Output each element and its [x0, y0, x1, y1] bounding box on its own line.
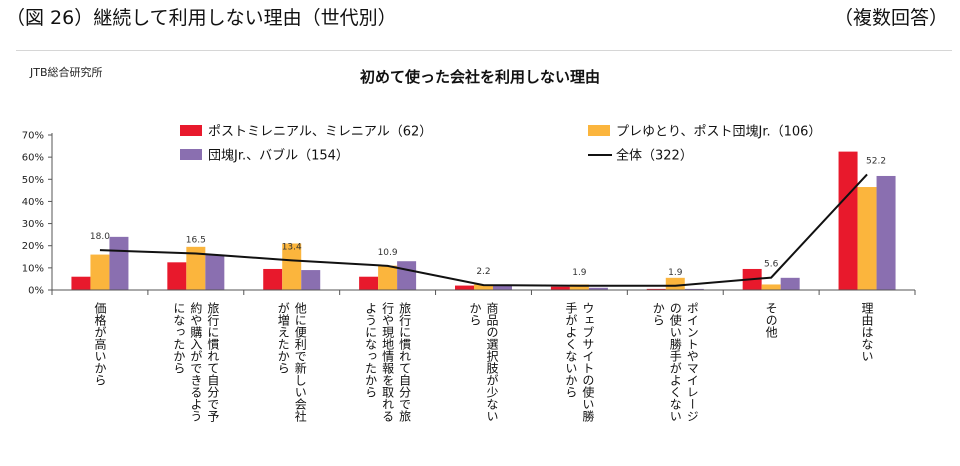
- legend-swatch: [180, 125, 202, 136]
- bar: [90, 254, 110, 290]
- category-label: ようになったから: [364, 302, 378, 398]
- category-label: の使い勝手がよくない: [668, 302, 682, 422]
- bar: [397, 261, 417, 290]
- bar: [455, 285, 474, 290]
- bar: [167, 262, 187, 290]
- figure-title: （図 26）継続して利用しない理由（世代別）: [6, 7, 397, 29]
- bar: [109, 236, 129, 290]
- bar: [282, 243, 302, 290]
- category-label: ポイントやマイレージ: [685, 302, 699, 422]
- legend-label: 全体（322）: [616, 148, 693, 164]
- bar: [186, 246, 206, 290]
- data-label: 13.4: [282, 242, 302, 252]
- bar: [838, 151, 858, 290]
- data-label: 52.2: [866, 156, 886, 166]
- bar: [876, 175, 896, 290]
- legend-label: 団塊Jr.、バブル（154）: [208, 148, 349, 164]
- y-tick-label: 60%: [22, 153, 44, 164]
- data-label: 2.2: [476, 267, 490, 277]
- chart-title: 初めて使った会社を利用しない理由: [359, 68, 600, 86]
- legend-label: プレゆとり、ポスト団塊Jr.（106）: [616, 124, 821, 140]
- category-label: 行や現地情報を取れる: [381, 302, 395, 422]
- source-label: JTB総合研究所: [30, 66, 103, 79]
- category-label: 手がよくないから: [564, 302, 578, 398]
- category-label: 理由はない: [860, 302, 874, 362]
- chart-frame: [16, 50, 952, 463]
- bar: [761, 284, 781, 290]
- bar: [857, 187, 877, 290]
- series-line-overall: [99, 173, 868, 287]
- bar: [71, 276, 91, 290]
- y-tick-label: 30%: [22, 219, 44, 230]
- category-label: 商品の選択肢が少ない: [485, 301, 499, 422]
- category-label: から: [651, 302, 665, 326]
- category-label: から: [468, 302, 482, 326]
- bar: [780, 277, 800, 290]
- category-label: その他: [764, 302, 778, 338]
- category-label: が増えたから: [276, 302, 290, 374]
- data-label: 18.0: [90, 232, 110, 242]
- bar: [569, 284, 589, 290]
- category-label: 約や購入ができるよう: [189, 301, 203, 422]
- bar: [646, 288, 666, 290]
- legend-label: ポストミレニアル、ミレニアル（62）: [208, 125, 432, 140]
- y-tick-label: 50%: [22, 175, 44, 186]
- legend-swatch: [180, 149, 202, 160]
- bar: [474, 284, 493, 290]
- bar: [359, 276, 379, 290]
- data-label: 5.6: [764, 260, 779, 270]
- category-label: 旅行に慣れて自分で旅: [398, 302, 412, 422]
- data-label: 16.5: [186, 235, 206, 245]
- category-label: 価格が高いから: [93, 302, 107, 386]
- bar: [550, 286, 570, 290]
- data-label: 1.9: [668, 268, 683, 278]
- y-tick-label: 0%: [28, 286, 44, 297]
- bar: [205, 254, 225, 290]
- bar: [588, 287, 608, 290]
- data-label: 1.9: [572, 268, 587, 278]
- category-label: 旅行に慣れて自分で予: [206, 302, 220, 422]
- legend-swatch: [588, 125, 610, 136]
- bar: [684, 288, 704, 290]
- y-tick-label: 70%: [22, 131, 44, 142]
- category-label: ウェブサイトの使い勝: [581, 302, 595, 422]
- data-label: 10.9: [378, 248, 398, 258]
- bar: [263, 268, 283, 290]
- y-tick-label: 40%: [22, 197, 44, 208]
- category-label: になったから: [172, 302, 186, 374]
- category-label: 他に便利で新しい会社: [293, 302, 307, 422]
- bar: [493, 285, 512, 290]
- y-tick-label: 10%: [22, 263, 44, 274]
- y-tick-label: 20%: [22, 241, 44, 252]
- bar: [378, 265, 398, 290]
- figure-note: （複数回答）: [833, 7, 948, 29]
- bar: [301, 270, 321, 290]
- bar: [665, 277, 685, 290]
